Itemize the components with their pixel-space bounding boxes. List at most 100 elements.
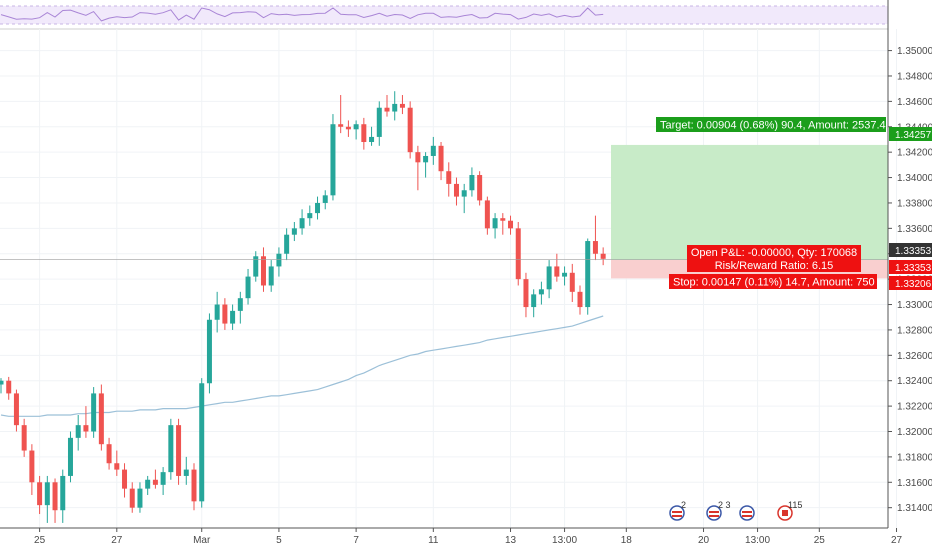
candle[interactable]	[253, 251, 259, 282]
flag-stripe	[742, 511, 752, 513]
candle[interactable]	[106, 437, 112, 470]
flag-stripe	[709, 515, 719, 517]
candle[interactable]	[206, 313, 212, 394]
candle[interactable]	[322, 190, 328, 210]
svg-text:1.34257: 1.34257	[895, 130, 932, 141]
candle[interactable]	[6, 376, 12, 400]
candle[interactable]	[538, 281, 544, 305]
candle[interactable]	[137, 482, 143, 513]
candle[interactable]	[469, 167, 475, 197]
y-tick-label: 1.34000	[897, 173, 932, 184]
candle[interactable]	[276, 247, 282, 277]
candle[interactable]	[176, 418, 182, 485]
candle[interactable]	[508, 215, 514, 235]
candle[interactable]	[168, 418, 174, 480]
candle[interactable]	[399, 95, 405, 115]
flag-stripe	[672, 511, 682, 513]
target-zone[interactable]	[611, 144, 888, 260]
candle[interactable]	[446, 162, 452, 197]
candle[interactable]	[477, 171, 483, 206]
candle[interactable]	[60, 469, 66, 523]
indicator-pane[interactable]	[0, 5, 888, 25]
candle[interactable]	[338, 95, 344, 134]
candle[interactable]	[600, 247, 606, 266]
candle[interactable]	[0, 378, 4, 394]
candle[interactable]	[577, 285, 583, 315]
candle[interactable]	[407, 101, 413, 159]
candle[interactable]	[307, 205, 313, 226]
candle[interactable]	[191, 463, 197, 511]
candle[interactable]	[531, 289, 537, 318]
candle[interactable]	[52, 478, 58, 523]
candle[interactable]	[438, 142, 444, 181]
candle[interactable]	[384, 95, 390, 117]
candle[interactable]	[83, 406, 89, 438]
candle[interactable]	[592, 215, 598, 261]
candle[interactable]	[152, 469, 158, 489]
time-axis[interactable]: 25 27 Mar 5 7 11 13 13:00 18 20 13:00 25 27	[0, 527, 903, 546]
price-axis[interactable]: 1.350001.348001.346001.344001.342001.340…	[887, 0, 932, 528]
candle[interactable]	[484, 196, 490, 235]
candle[interactable]	[492, 213, 498, 239]
event-marker-1[interactable]: 2	[669, 500, 686, 521]
candle[interactable]	[523, 272, 529, 318]
candles[interactable]	[0, 91, 606, 523]
candle[interactable]	[369, 126, 375, 146]
candle[interactable]	[67, 431, 73, 483]
candle[interactable]	[260, 247, 266, 292]
candle[interactable]	[199, 378, 205, 508]
candle[interactable]	[546, 260, 552, 299]
y-tick-label: 1.33000	[897, 300, 932, 311]
candle[interactable]	[461, 183, 467, 214]
candle[interactable]	[562, 266, 568, 286]
candle[interactable]	[13, 389, 19, 432]
candle[interactable]	[183, 456, 189, 485]
candle[interactable]	[515, 221, 521, 286]
candle[interactable]	[500, 213, 506, 235]
candle[interactable]	[291, 221, 297, 242]
candle[interactable]	[75, 414, 81, 451]
candle[interactable]	[423, 152, 429, 178]
candle[interactable]	[21, 418, 27, 457]
candle[interactable]	[214, 291, 220, 333]
candle[interactable]	[345, 120, 351, 137]
candle[interactable]	[98, 384, 104, 451]
candle[interactable]	[160, 467, 166, 495]
candle[interactable]	[585, 238, 591, 315]
candle[interactable]	[376, 101, 382, 146]
candle[interactable]	[29, 444, 35, 495]
candle[interactable]	[299, 209, 305, 235]
candle[interactable]	[361, 117, 367, 150]
candle[interactable]	[569, 263, 575, 302]
candle[interactable]	[554, 253, 560, 282]
svg-text:1.33353: 1.33353	[895, 246, 932, 257]
stop-label-group[interactable]: Stop: 0.00147 (0.11%) 14.7, Amount: 750	[669, 274, 877, 289]
pnl-label-group[interactable]: Open P&L: -0.00000, Qty: 170068 Risk/Rew…	[687, 245, 861, 272]
candle[interactable]	[430, 136, 436, 165]
candle[interactable]	[37, 475, 43, 515]
event-marker-4[interactable]: 115	[777, 500, 802, 521]
candle[interactable]	[122, 463, 128, 498]
candle[interactable]	[453, 177, 459, 206]
candle[interactable]	[129, 482, 135, 513]
candle[interactable]	[91, 387, 97, 438]
candle[interactable]	[392, 91, 398, 121]
candle[interactable]	[230, 304, 236, 330]
candle[interactable]	[237, 291, 243, 324]
candle[interactable]	[415, 145, 421, 191]
candle[interactable]	[145, 475, 151, 495]
candle[interactable]	[330, 114, 336, 201]
candle[interactable]	[284, 228, 290, 261]
flag-stripe	[709, 511, 719, 513]
candle[interactable]	[315, 196, 321, 220]
event-marker-3[interactable]	[739, 505, 755, 521]
candle[interactable]	[245, 268, 251, 305]
candle[interactable]	[114, 450, 120, 476]
candle[interactable]	[268, 260, 274, 292]
event-marker-2[interactable]: 2 3	[706, 500, 731, 521]
target-label-group[interactable]: Target: 0.00904 (0.68%) 90.4, Amount: 25…	[656, 117, 892, 132]
candle[interactable]	[353, 120, 359, 140]
candle[interactable]	[44, 475, 50, 523]
candle[interactable]	[222, 298, 228, 330]
